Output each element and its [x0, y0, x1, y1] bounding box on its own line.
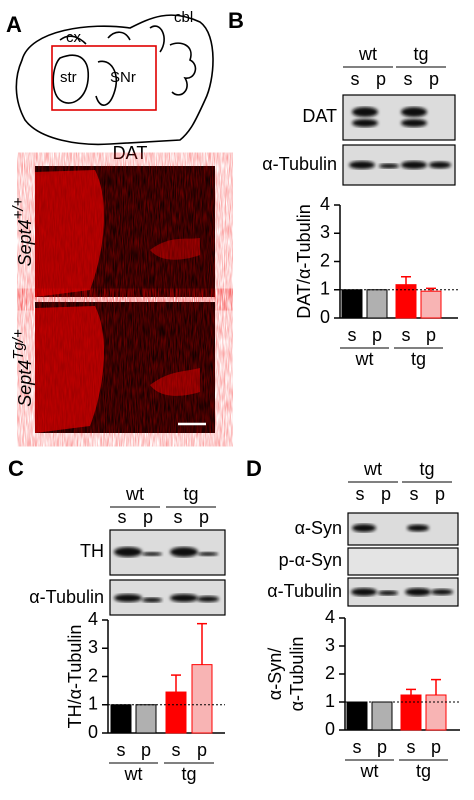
x-tick-label: p — [372, 325, 382, 345]
blot-label: α-Tubulin — [29, 587, 104, 607]
region-label: cx — [66, 29, 82, 46]
y-tick-label: 2 — [325, 663, 335, 683]
genotype-label: Sept4+/+ — [10, 197, 35, 266]
lane-label: p — [429, 69, 439, 89]
y-tick-label: 1 — [320, 279, 330, 299]
group-label: tg — [181, 764, 196, 784]
region-label: SNr — [110, 69, 136, 86]
region-label: cbl — [174, 9, 193, 26]
group-label: wt — [358, 44, 377, 64]
blot-label: p-α-Syn — [279, 550, 342, 570]
y-axis-label: DAT/α-Tubulin — [294, 204, 314, 318]
blot-label: α-Tubulin — [262, 154, 337, 174]
y-tick-label: 2 — [88, 665, 98, 685]
region-label: str — [60, 69, 77, 86]
genotype-sup: +/+ — [10, 197, 27, 219]
x-tick-label: p — [426, 325, 436, 345]
y-axis-label: α-Syn/ — [265, 648, 285, 700]
blots — [109, 94, 459, 616]
lane-label: p — [199, 507, 209, 527]
x-tick-label: s — [353, 737, 362, 757]
stain-label: DAT — [113, 143, 148, 163]
lane-label: p — [376, 69, 386, 89]
group-label: wt — [355, 349, 374, 369]
bar — [346, 701, 368, 731]
group-label: wt — [360, 761, 379, 781]
blot-label: α-Syn — [295, 518, 342, 538]
genotype-label: Sept4Tg/+ — [10, 329, 35, 407]
y-tick-label: 3 — [88, 637, 98, 657]
y-axis-label: α-Tubulin — [287, 637, 307, 712]
bar — [165, 691, 187, 734]
bar — [366, 289, 388, 319]
y-tick-label: 4 — [320, 194, 330, 214]
x-tick-label: s — [172, 740, 181, 760]
y-tick-label: 0 — [88, 722, 98, 742]
x-tick-label: p — [197, 740, 207, 760]
group-label: wt — [124, 764, 143, 784]
bar — [425, 694, 447, 731]
bar — [371, 701, 393, 731]
group-label: tg — [183, 484, 198, 504]
group-label: tg — [413, 44, 428, 64]
bar — [191, 664, 213, 734]
lane-label: s — [351, 69, 360, 89]
y-tick-label: 1 — [325, 691, 335, 711]
genotype-sup: Tg/+ — [10, 329, 27, 360]
x-tick-label: s — [348, 325, 357, 345]
brain-sketch — [15, 14, 214, 146]
x-tick-label: s — [117, 740, 126, 760]
lane-label: s — [404, 69, 413, 89]
y-tick-label: 0 — [320, 307, 330, 327]
fluorescence-images — [35, 166, 215, 433]
blot-label: TH — [80, 541, 104, 561]
y-tick-label: 3 — [320, 222, 330, 242]
y-tick-label: 1 — [88, 694, 98, 714]
lane-label: s — [410, 484, 419, 504]
x-tick-label: p — [377, 737, 387, 757]
x-tick-label: p — [431, 737, 441, 757]
bar — [341, 289, 363, 319]
y-tick-label: 0 — [325, 719, 335, 739]
panel-label: A — [6, 12, 22, 37]
y-tick-label: 4 — [88, 609, 98, 629]
y-axis-label: TH/α-Tubulin — [65, 625, 85, 729]
lane-label: s — [118, 507, 127, 527]
lane-label: p — [143, 507, 153, 527]
blot-label: DAT — [302, 106, 337, 126]
y-tick-label: 4 — [325, 607, 335, 627]
x-tick-label: s — [407, 737, 416, 757]
bar — [400, 694, 422, 731]
y-tick-label: 2 — [320, 250, 330, 270]
x-tick-label: p — [141, 740, 151, 760]
group-label: tg — [416, 761, 431, 781]
group-label: wt — [125, 484, 144, 504]
group-label: wt — [363, 459, 382, 479]
panel-label: B — [228, 8, 244, 33]
y-tick-label: 3 — [325, 635, 335, 655]
lane-label: p — [435, 484, 445, 504]
group-label: tg — [411, 349, 426, 369]
bar — [420, 290, 442, 319]
bar — [135, 704, 157, 734]
lane-label: s — [356, 484, 365, 504]
blot-label: α-Tubulin — [267, 581, 342, 601]
genotype-base: Sept4 — [15, 219, 35, 266]
bar — [110, 704, 132, 734]
panel-label: D — [246, 456, 262, 481]
lane-label: p — [381, 484, 391, 504]
bar — [395, 284, 417, 319]
lane-label: s — [174, 507, 183, 527]
group-label: tg — [419, 459, 434, 479]
panel-label: C — [8, 456, 24, 481]
genotype-base: Sept4 — [15, 360, 35, 407]
x-tick-label: s — [402, 325, 411, 345]
